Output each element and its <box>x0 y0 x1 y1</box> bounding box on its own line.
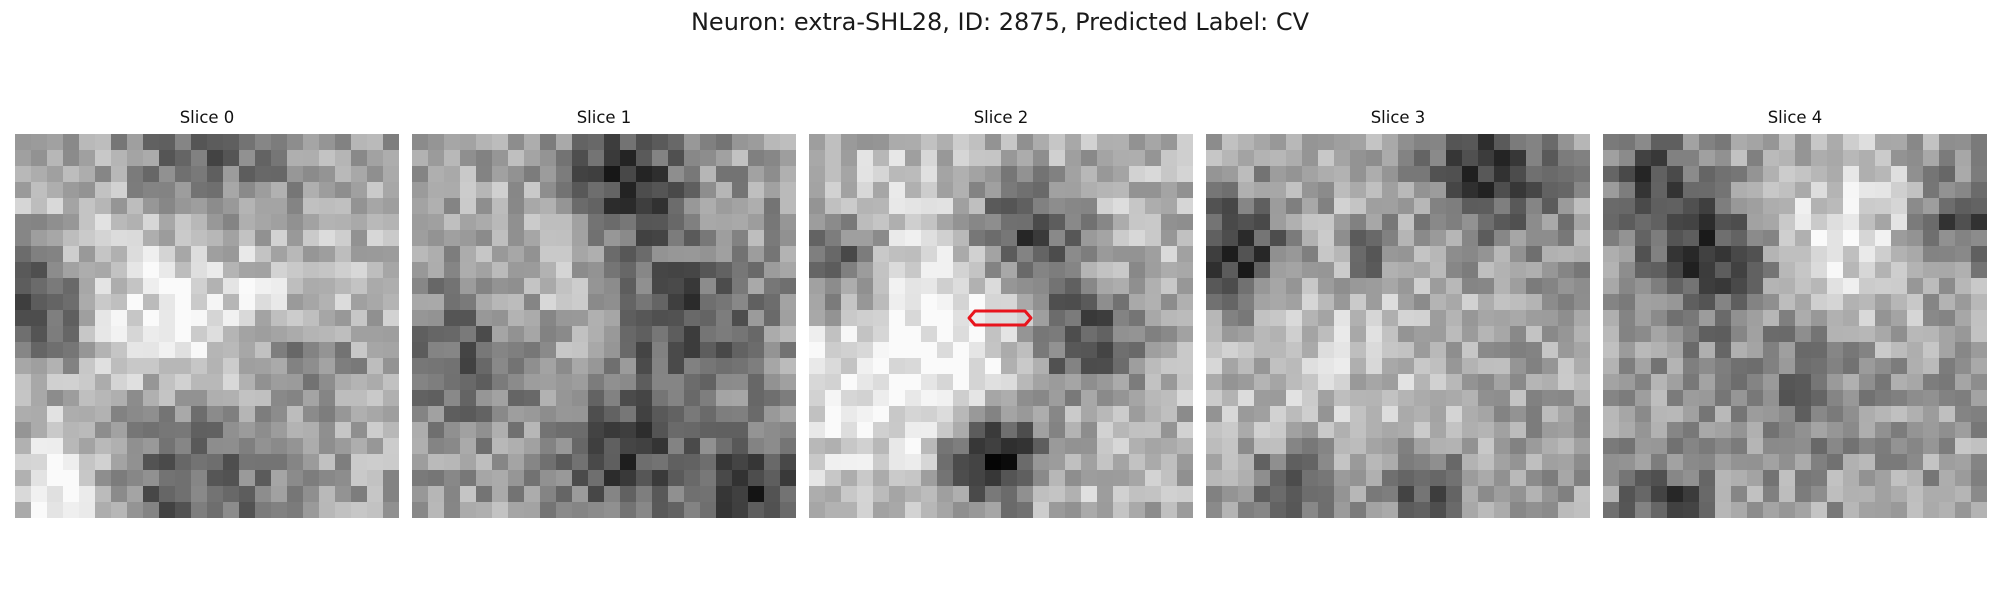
slice-canvas <box>1603 134 1987 518</box>
slice-image <box>15 134 399 518</box>
slice-panel-0: Slice 0 <box>15 108 399 518</box>
slice-title: Slice 1 <box>576 108 632 127</box>
slice-title: Slice 4 <box>1767 108 1823 127</box>
slice-image <box>1206 134 1590 518</box>
figure-title: Neuron: extra-SHL28, ID: 2875, Predicted… <box>690 8 1310 36</box>
roi-polygon <box>967 309 1033 327</box>
slice-canvas <box>412 134 796 518</box>
slice-image <box>412 134 796 518</box>
slice-title: Slice 2 <box>973 108 1029 127</box>
slice-title: Slice 3 <box>1370 108 1426 127</box>
slice-image <box>1603 134 1987 518</box>
slice-panel-2: Slice 2 <box>809 108 1193 518</box>
slice-canvas <box>1206 134 1590 518</box>
slice-panel-1: Slice 1 <box>412 108 796 518</box>
slice-canvas <box>15 134 399 518</box>
slice-image <box>809 134 1193 518</box>
slice-panel-3: Slice 3 <box>1206 108 1590 518</box>
roi-outline <box>967 309 1033 327</box>
slice-panel-4: Slice 4 <box>1603 108 1987 518</box>
slice-title: Slice 0 <box>179 108 235 127</box>
